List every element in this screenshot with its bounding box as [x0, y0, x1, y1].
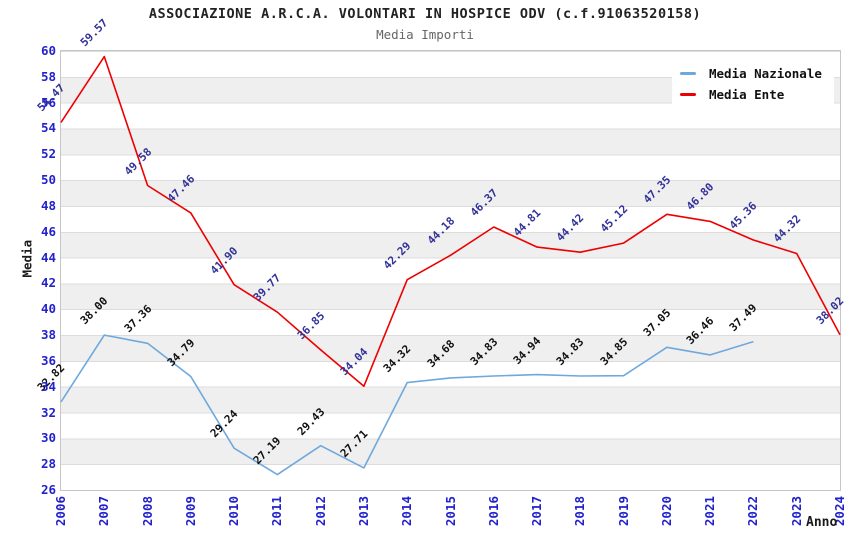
y-tick-label: 58 [40, 68, 56, 84]
y-tick-label: 34 [40, 378, 56, 394]
chart-title: ASSOCIAZIONE A.R.C.A. VOLONTARI IN HOSPI… [148, 6, 702, 22]
line-series-svg [60, 55, 841, 476]
y-tick-label: 42 [40, 275, 56, 291]
legend-label: Media Ente [709, 87, 785, 102]
y-tick-label: 26 [40, 482, 56, 497]
x-tick-label: 2012 [312, 496, 328, 527]
x-tick-label: 2016 [485, 496, 501, 527]
x-tick-label: 2008 [139, 496, 155, 527]
x-tick-label: 2020 [658, 496, 674, 527]
x-tick-label: 2018 [572, 496, 588, 527]
x-tick-label: 2013 [355, 496, 371, 527]
y-tick-label: 56 [40, 94, 56, 110]
x-tick-label: 2009 [182, 496, 198, 527]
media-nazionale-line-marker-icon [680, 72, 696, 75]
y-tick-label: 48 [40, 197, 56, 213]
x-tick-label: 2023 [788, 496, 804, 527]
y-tick-label: 50 [40, 172, 56, 188]
plot-area: 32.82 38.00 37.36 34.79 29.24 27.19 29.43 27.71… [35, 16, 846, 491]
x-axis-title: Anno [806, 515, 838, 530]
y-tick-label: 38 [40, 327, 56, 343]
legend-item-media-ente: Media Ente [680, 84, 822, 105]
media-ente-line-marker-icon [680, 93, 696, 96]
y-tick-label: 46 [40, 223, 56, 239]
x-tick-label: 2010 [226, 496, 242, 527]
line-media-nazionale [60, 334, 754, 476]
x-tick-label: 2011 [269, 496, 285, 527]
y-tick-label: 44 [40, 249, 56, 265]
x-tick-label: 2015 [442, 496, 458, 527]
x-tick-label: 2014 [399, 496, 415, 527]
y-tick-label: 28 [40, 456, 56, 472]
y-tick-label: 54 [40, 120, 56, 136]
y-tick-label: 60 [40, 43, 56, 58]
y-tick-label: 40 [40, 301, 56, 317]
legend: Media Nazionale Media Ente [672, 56, 834, 112]
x-tick-label: 2021 [702, 496, 718, 527]
y-tick-label: 52 [40, 146, 56, 162]
chart-subtitle: Media Importi [376, 27, 474, 42]
x-tick-label: 2017 [529, 496, 545, 527]
x-tick-label: 2022 [745, 496, 761, 527]
y-tick-label: 30 [40, 430, 56, 446]
y-tick-label: 36 [40, 352, 56, 368]
x-tick-label: 2006 [53, 496, 68, 527]
legend-item-media-nazionale: Media Nazionale [680, 63, 822, 84]
line-media-ente [60, 55, 841, 388]
legend-label: Media Nazionale [709, 66, 822, 81]
x-tick-label: 2007 [96, 496, 112, 527]
y-tick-label: 32 [40, 404, 56, 420]
x-tick-label: 2019 [615, 496, 631, 527]
